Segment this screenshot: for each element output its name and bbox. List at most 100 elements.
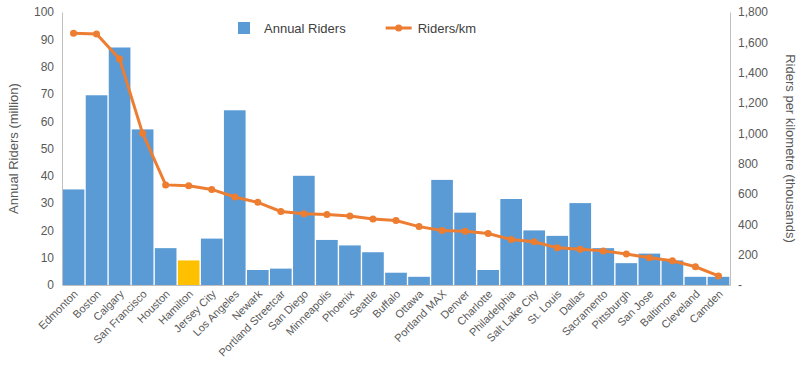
tick-label: Camden xyxy=(687,288,725,326)
tick: 800 xyxy=(730,157,758,171)
tick: 10 xyxy=(41,251,62,265)
tick: 1,800 xyxy=(730,5,768,19)
tick: 20 xyxy=(41,224,62,238)
marker xyxy=(393,217,400,224)
tick-label: 10 xyxy=(41,251,55,265)
marker xyxy=(70,30,77,37)
marker xyxy=(692,263,699,270)
tick-label: 1,200 xyxy=(738,96,768,110)
marker xyxy=(185,182,192,189)
tick-label: 40 xyxy=(41,169,55,183)
tick-label: 60 xyxy=(41,115,55,129)
legend-swatch xyxy=(395,25,402,32)
plot-area: 0102030405060708090100-2004006008001,000… xyxy=(34,5,768,358)
tick-label: 30 xyxy=(41,196,55,210)
bar xyxy=(385,273,407,285)
tick-label: 80 xyxy=(41,60,55,74)
bar xyxy=(569,203,591,285)
legend-item: Annual Riders xyxy=(238,21,346,36)
bar xyxy=(178,260,200,285)
bar xyxy=(201,239,223,285)
line-series xyxy=(70,30,722,280)
bar xyxy=(63,189,85,285)
tick: Phoenix xyxy=(320,285,357,324)
tick-label: 200 xyxy=(738,248,758,262)
tick-label: 1,600 xyxy=(738,36,768,50)
tick-label: 1,400 xyxy=(738,66,768,80)
marker xyxy=(485,230,492,237)
tick: 400 xyxy=(730,218,758,232)
tick: 90 xyxy=(41,33,62,47)
bar xyxy=(247,270,269,285)
tick-label: 50 xyxy=(41,142,55,156)
marker xyxy=(254,199,261,206)
line xyxy=(74,33,719,276)
tick-label: Phoenix xyxy=(320,287,357,324)
tick-label: 1,800 xyxy=(738,5,768,19)
axis-line xyxy=(730,13,731,286)
marker xyxy=(208,186,215,193)
y-axis: 0102030405060708090100 xyxy=(34,5,63,292)
bar xyxy=(270,269,292,285)
bar xyxy=(86,95,108,285)
marker xyxy=(323,211,330,218)
tick-label: 1,000 xyxy=(738,127,768,141)
tick: 80 xyxy=(41,60,62,74)
tick-label: - xyxy=(738,278,742,292)
tick: 600 xyxy=(730,187,758,201)
marker xyxy=(508,236,515,243)
bar xyxy=(316,240,338,285)
bar xyxy=(339,245,361,285)
marker xyxy=(646,254,653,261)
bar xyxy=(592,248,614,285)
legend-label: Annual Riders xyxy=(264,21,346,36)
marker xyxy=(162,181,169,188)
tick: St. Louis xyxy=(525,285,564,326)
tick-label: 800 xyxy=(738,157,758,171)
bar xyxy=(408,277,430,285)
marker xyxy=(554,244,561,251)
legend-label: Riders/km xyxy=(418,21,477,36)
marks xyxy=(63,30,730,285)
axis-line xyxy=(62,13,63,286)
legend-item: Riders/km xyxy=(386,21,477,36)
bar xyxy=(477,270,499,285)
tick: 60 xyxy=(41,115,62,129)
marker xyxy=(600,247,607,254)
tick: 1,000 xyxy=(730,127,768,141)
legend-swatch xyxy=(238,22,250,34)
marker xyxy=(369,216,376,223)
tick: 70 xyxy=(41,87,62,101)
bar xyxy=(546,236,568,285)
tick-label: 20 xyxy=(41,224,55,238)
bar xyxy=(500,199,522,285)
tick: - xyxy=(730,278,742,292)
tick: 1,400 xyxy=(730,66,768,80)
marker xyxy=(623,250,630,257)
marker xyxy=(139,130,146,137)
marker xyxy=(93,30,100,37)
tick: 200 xyxy=(730,248,758,262)
y2-axis: - 200 400 600 800 1,000 1,200 1,400 1,600 1,800 xyxy=(730,5,768,292)
tick-label: 0 xyxy=(47,278,54,292)
marker xyxy=(439,227,446,234)
bar xyxy=(523,230,545,285)
tick: Camden xyxy=(687,285,725,326)
marker xyxy=(577,246,584,253)
marker xyxy=(715,272,722,279)
axis-title: Annual Riders (million) xyxy=(6,83,21,214)
tick: 30 xyxy=(41,196,62,210)
marker xyxy=(416,223,423,230)
chart: 0102030405060708090100-2004006008001,000… xyxy=(0,0,800,372)
tick-label: 70 xyxy=(41,87,55,101)
bar xyxy=(431,180,453,285)
tick-label: 90 xyxy=(41,33,55,47)
tick: 50 xyxy=(41,142,62,156)
x-axis: EdmontonBostonCalgarySan FranciscoHousto… xyxy=(36,285,730,359)
tick: 1,600 xyxy=(730,36,768,50)
marker xyxy=(116,56,123,63)
bar xyxy=(454,213,476,285)
bar xyxy=(685,277,707,285)
marker xyxy=(462,228,469,235)
tick: 0 xyxy=(47,278,62,292)
